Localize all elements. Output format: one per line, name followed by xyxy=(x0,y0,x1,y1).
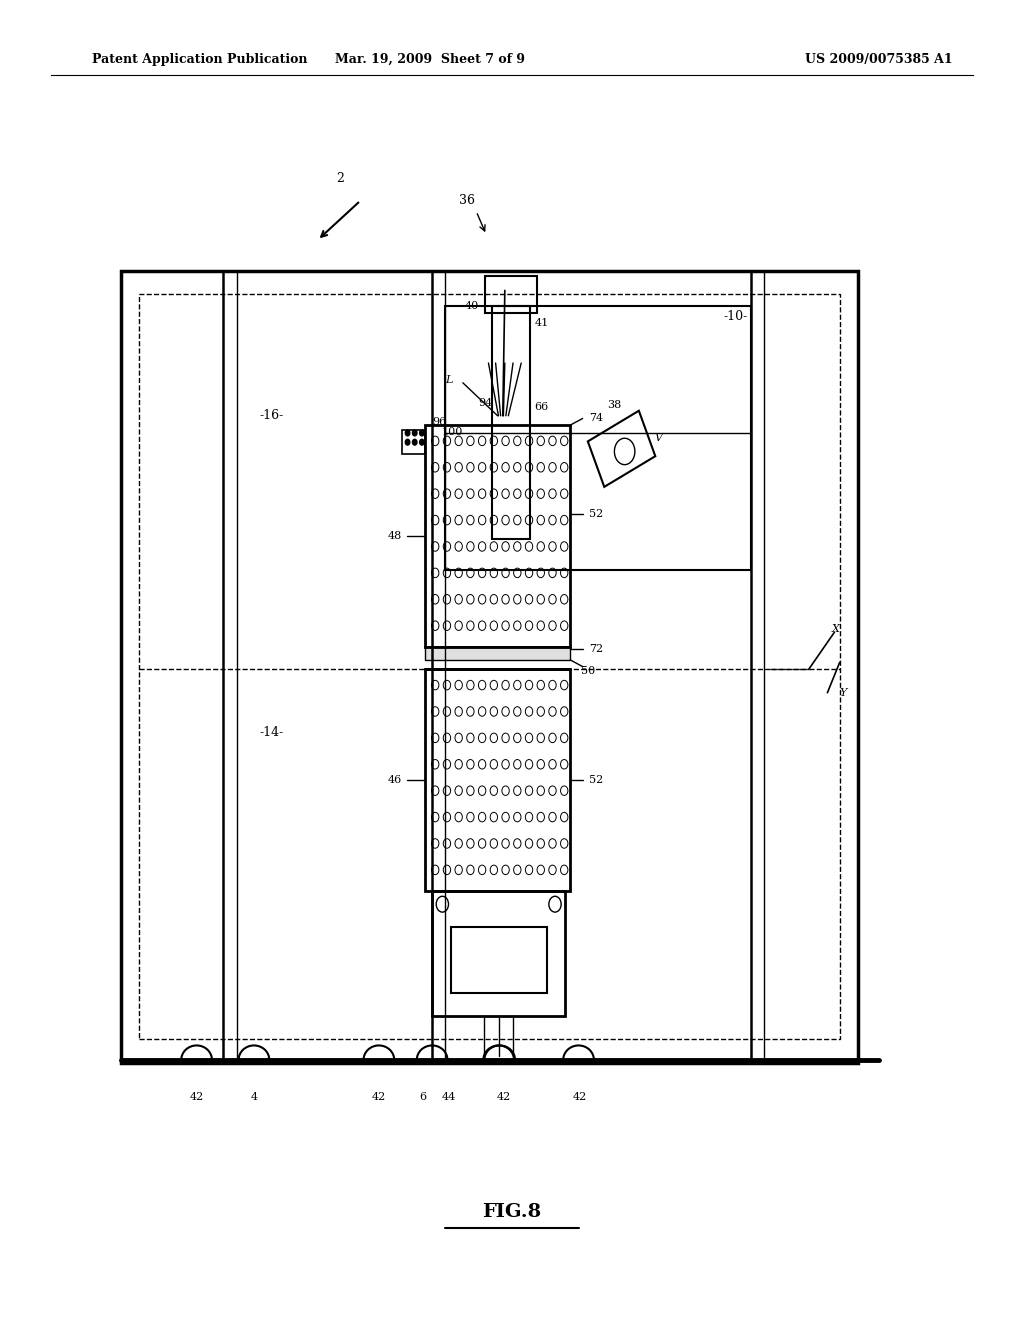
Text: 52: 52 xyxy=(589,775,603,785)
Bar xyxy=(139,294,840,1039)
Bar xyxy=(485,276,537,313)
Text: Patent Application Publication: Patent Application Publication xyxy=(92,53,307,66)
Text: -10-: -10- xyxy=(723,310,748,323)
Text: L: L xyxy=(445,375,453,385)
Circle shape xyxy=(420,440,424,445)
Bar xyxy=(425,647,570,660)
Circle shape xyxy=(413,430,417,436)
Text: 41: 41 xyxy=(535,318,549,329)
Text: 44: 44 xyxy=(441,1092,456,1102)
Text: 48: 48 xyxy=(388,531,402,541)
Text: -14-: -14- xyxy=(259,726,284,739)
Text: 66: 66 xyxy=(535,401,549,412)
Bar xyxy=(445,306,751,570)
Text: Y: Y xyxy=(840,688,847,698)
Text: 6: 6 xyxy=(420,1092,426,1102)
Circle shape xyxy=(420,430,424,436)
Bar xyxy=(425,669,570,891)
Text: 50: 50 xyxy=(581,665,595,676)
Bar xyxy=(451,927,547,993)
Text: Mar. 19, 2009  Sheet 7 of 9: Mar. 19, 2009 Sheet 7 of 9 xyxy=(335,53,525,66)
Text: 38: 38 xyxy=(607,400,622,411)
Circle shape xyxy=(413,440,417,445)
Text: 36: 36 xyxy=(459,194,475,207)
Text: 40: 40 xyxy=(465,301,479,312)
Text: V: V xyxy=(654,433,663,444)
Circle shape xyxy=(406,440,410,445)
Text: 96: 96 xyxy=(432,417,446,428)
Circle shape xyxy=(406,430,410,436)
Text: FIG.8: FIG.8 xyxy=(482,1203,542,1221)
Text: X: X xyxy=(831,624,840,635)
Text: 4: 4 xyxy=(251,1092,257,1102)
Bar xyxy=(402,430,425,454)
Text: 42: 42 xyxy=(189,1092,204,1102)
Text: 72: 72 xyxy=(589,644,603,655)
Text: 94: 94 xyxy=(478,397,493,408)
Bar xyxy=(121,271,858,1063)
Text: 100: 100 xyxy=(441,426,463,437)
Text: 42: 42 xyxy=(372,1092,386,1102)
Bar xyxy=(492,306,530,539)
Bar xyxy=(432,891,565,1016)
Text: US 2009/0075385 A1: US 2009/0075385 A1 xyxy=(805,53,952,66)
Text: 42: 42 xyxy=(497,1092,511,1102)
Bar xyxy=(425,425,570,647)
Text: -16-: -16- xyxy=(259,409,284,422)
Text: 46: 46 xyxy=(388,775,402,785)
Text: 42: 42 xyxy=(572,1092,587,1102)
Text: 2: 2 xyxy=(336,172,344,185)
Text: 52: 52 xyxy=(589,508,603,519)
Text: 74: 74 xyxy=(589,413,603,424)
